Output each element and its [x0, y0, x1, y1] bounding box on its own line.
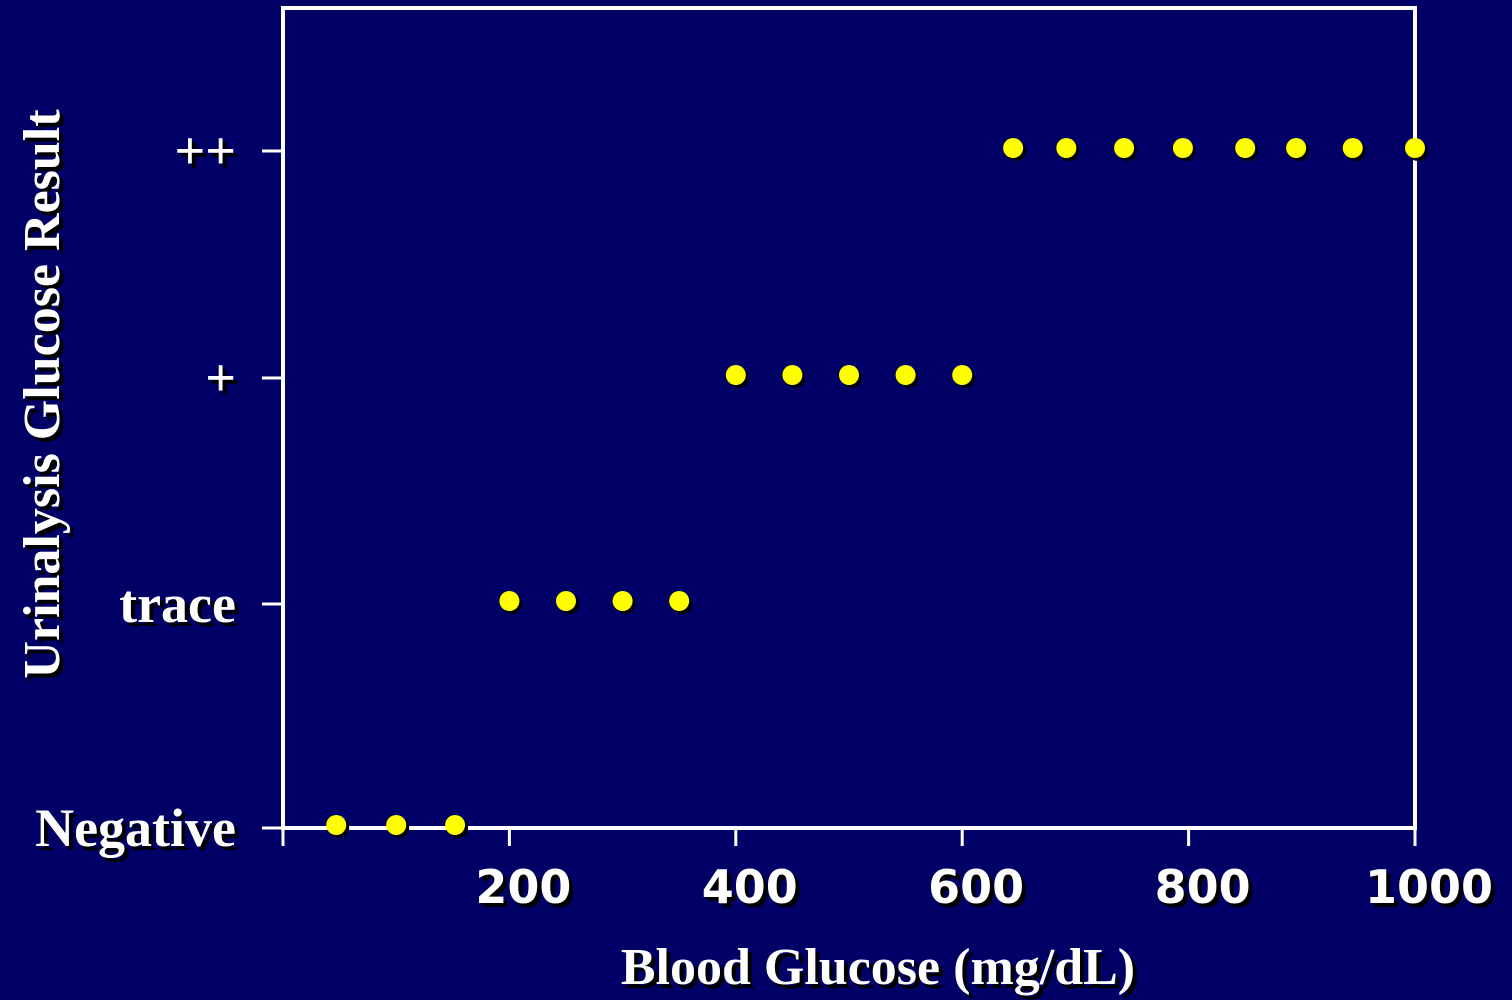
data-point: [386, 815, 407, 835]
data-point: [1114, 138, 1135, 158]
data-point: [556, 591, 576, 611]
y-tick-label-shadow: +: [209, 352, 240, 412]
data-point: [1405, 138, 1425, 158]
x-tick-label-shadow: 400: [706, 864, 802, 918]
data-point: [952, 365, 973, 385]
data-point: [499, 591, 520, 611]
plot-frame: [281, 6, 1417, 830]
data-point: [839, 365, 859, 385]
data-points: [326, 138, 1428, 838]
data-point: [1172, 138, 1193, 158]
y-tick-label: trace: [119, 574, 236, 634]
y-axis-label: Urinalysis Glucose Result: [14, 109, 71, 679]
y-tick-label-shadow: ++: [178, 125, 240, 185]
data-point: [445, 815, 466, 835]
x-tick-label-shadow: 600: [932, 864, 1028, 918]
data-point: [1056, 138, 1077, 158]
x-tick-label: 400: [702, 860, 798, 914]
data-point: [895, 365, 916, 385]
data-point: [326, 815, 347, 835]
tick-marks: [262, 149, 1417, 846]
y-tick-label: +: [205, 348, 236, 408]
x-axis-label-shadow: Blood Glucose (mg/dL): [625, 943, 1139, 1000]
x-tick-label: 600: [928, 860, 1024, 914]
y-tick-label-shadow: trace: [123, 578, 240, 638]
data-point: [1003, 138, 1024, 158]
x-tick-label: 1000: [1365, 860, 1493, 914]
x-tick-label: 200: [475, 860, 571, 914]
y-tick-label-shadow: Negative: [39, 802, 240, 862]
data-point: [1235, 138, 1256, 158]
x-tick-label-shadow: 1000: [1369, 864, 1497, 918]
x-tick-label: 800: [1155, 860, 1251, 914]
data-point: [782, 365, 803, 385]
y-axis-label-shadow: Urinalysis Glucose Result: [18, 113, 75, 683]
data-point: [612, 591, 633, 611]
data-point: [1286, 138, 1307, 158]
x-tick-label-shadow: 200: [479, 864, 575, 918]
data-point: [725, 365, 746, 385]
y-tick-label: Negative: [35, 798, 236, 858]
data-point: [1342, 138, 1363, 158]
y-tick-label: ++: [174, 121, 236, 181]
x-axis-label: Blood Glucose (mg/dL): [621, 939, 1135, 996]
data-point: [669, 591, 690, 611]
x-tick-label-shadow: 800: [1159, 864, 1255, 918]
